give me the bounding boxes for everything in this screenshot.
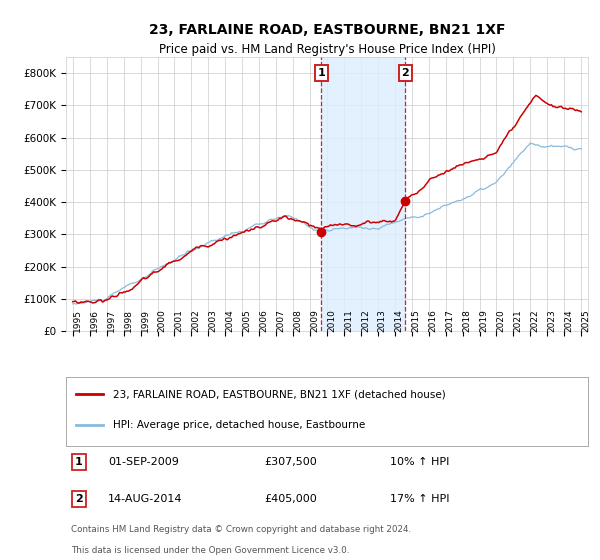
Text: 2014: 2014 [395, 310, 404, 332]
Text: 2: 2 [75, 494, 83, 504]
Text: 2006: 2006 [259, 309, 268, 332]
Text: 14-AUG-2014: 14-AUG-2014 [108, 494, 182, 504]
Text: HPI: Average price, detached house, Eastbourne: HPI: Average price, detached house, East… [113, 420, 365, 430]
Text: 1997: 1997 [107, 309, 116, 332]
Text: Price paid vs. HM Land Registry's House Price Index (HPI): Price paid vs. HM Land Registry's House … [158, 43, 496, 56]
Text: 1: 1 [317, 68, 325, 78]
Text: 2016: 2016 [428, 309, 437, 332]
Bar [322, 57, 406, 332]
Text: 2000: 2000 [158, 309, 167, 332]
Text: 23, FARLAINE ROAD, EASTBOURNE, BN21 1XF: 23, FARLAINE ROAD, EASTBOURNE, BN21 1XF [149, 23, 505, 37]
Text: 2002: 2002 [191, 310, 200, 332]
Text: 2009: 2009 [310, 309, 319, 332]
Text: 2025: 2025 [581, 310, 590, 332]
Text: 2021: 2021 [514, 310, 523, 332]
Text: 2003: 2003 [208, 309, 217, 332]
Text: This data is licensed under the Open Government Licence v3.0.: This data is licensed under the Open Gov… [71, 546, 350, 555]
Text: 2022: 2022 [530, 310, 539, 332]
Text: 10% ↑ HPI: 10% ↑ HPI [389, 457, 449, 467]
Text: 17% ↑ HPI: 17% ↑ HPI [389, 494, 449, 504]
Text: 2004: 2004 [226, 310, 235, 332]
Text: 2024: 2024 [564, 310, 573, 332]
Text: 2012: 2012 [361, 310, 370, 332]
Text: 1999: 1999 [140, 309, 149, 332]
Text: 01-SEP-2009: 01-SEP-2009 [108, 457, 179, 467]
Text: 1995: 1995 [73, 309, 82, 332]
Text: £307,500: £307,500 [265, 457, 317, 467]
Text: 2015: 2015 [412, 309, 421, 332]
Text: 2018: 2018 [463, 309, 472, 332]
Text: 2008: 2008 [293, 309, 302, 332]
Text: 2010: 2010 [327, 309, 336, 332]
Text: 1998: 1998 [124, 309, 133, 332]
Text: 1: 1 [75, 457, 83, 467]
Text: £405,000: £405,000 [265, 494, 317, 504]
Text: 2005: 2005 [242, 309, 251, 332]
Text: 2023: 2023 [547, 310, 556, 332]
Text: 2020: 2020 [496, 310, 505, 332]
Text: 2007: 2007 [276, 309, 285, 332]
Text: 1996: 1996 [90, 309, 99, 332]
Text: 2011: 2011 [344, 309, 353, 332]
Text: 2019: 2019 [479, 309, 488, 332]
Text: 23, FARLAINE ROAD, EASTBOURNE, BN21 1XF (detached house): 23, FARLAINE ROAD, EASTBOURNE, BN21 1XF … [113, 389, 446, 399]
Text: 2017: 2017 [446, 309, 455, 332]
Text: 2001: 2001 [175, 309, 184, 332]
Text: 2013: 2013 [378, 309, 387, 332]
Text: Contains HM Land Registry data © Crown copyright and database right 2024.: Contains HM Land Registry data © Crown c… [71, 525, 412, 534]
Text: 2: 2 [401, 68, 409, 78]
